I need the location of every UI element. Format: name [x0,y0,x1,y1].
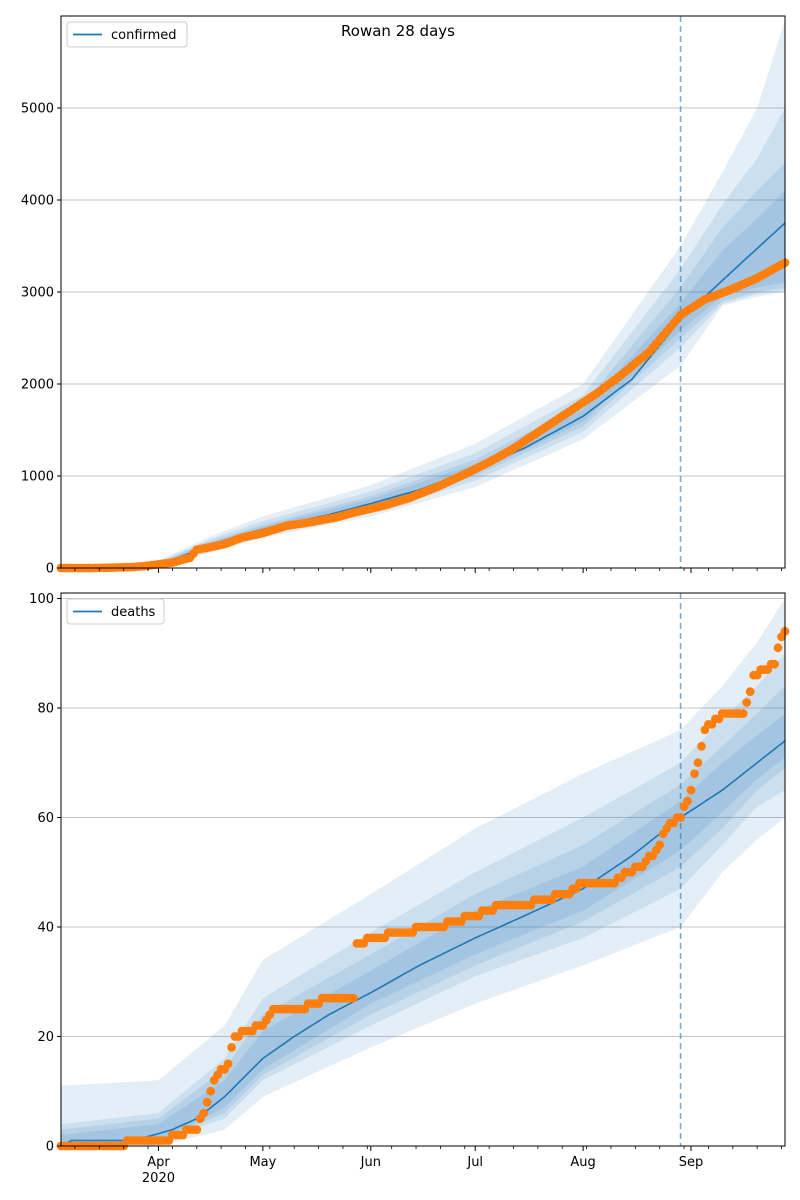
uncertainty-band [61,108,785,568]
observed-point [745,687,755,696]
uncertainty-band [61,598,785,1146]
observed-point [738,709,748,718]
y-tick-label: 20 [37,1030,54,1045]
legend: confirmed [66,21,188,48]
y-tick-label: 80 [37,701,54,716]
y-tick-label: 2000 [21,378,54,393]
figure-title: Rowan 28 days [341,22,455,40]
legend-box [66,598,165,625]
observed-point [349,993,358,1003]
x-tick-label: Sep [679,1155,704,1170]
observed-point [773,643,783,653]
y-tick-label: 0 [46,562,54,577]
observed-point [770,659,779,669]
plot-frame [60,592,786,1147]
y-tick-label: 100 [29,592,54,607]
legend-label: deaths [111,605,156,620]
y-tick-label: 0 [46,1140,54,1155]
observed-point [192,1125,202,1134]
observed-point [655,840,665,850]
y-tick-label: 60 [37,811,54,826]
observed-point [693,758,703,768]
x-tick-label: Jun [360,1155,381,1170]
y-tick-label: 5000 [21,102,54,117]
legend-box [66,21,188,48]
uncertainty-band [61,190,785,569]
confirmed-panel: 0 1000 2000 3000 4000 5000 confirmed [21,15,790,577]
observed-point [202,1097,212,1107]
observed-point [223,1059,233,1069]
uncertainty-band [61,653,785,1146]
observed-point [697,741,706,751]
y-tick-label: 3000 [21,286,54,301]
x-tick-label: Jul [466,1155,483,1170]
observed-point [199,1108,209,1118]
x-tick-sublabel: 2020 [142,1171,175,1186]
x-tick-label: May [249,1155,276,1170]
observed-point [742,698,752,707]
observed-point [683,796,692,806]
observed-point [690,769,699,779]
legend: deaths [66,598,165,625]
observed-point [206,1086,216,1096]
observed-point [227,1043,237,1052]
y-tick-label: 1000 [21,470,54,485]
x-tick-label: Apr [147,1155,170,1170]
y-tick-label: 40 [37,920,54,935]
observed-point [686,785,696,795]
uncertainty-band [61,163,785,568]
y-tick-label: 4000 [21,194,54,209]
observed-point [676,813,685,822]
legend-label: confirmed [111,28,177,43]
x-tick-label: Aug [570,1155,595,1170]
